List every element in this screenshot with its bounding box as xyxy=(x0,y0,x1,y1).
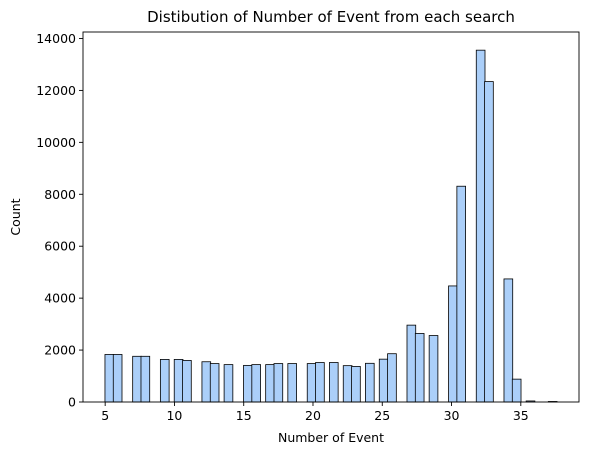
y-axis-label: Count xyxy=(8,198,23,235)
x-axis-label: Number of Event xyxy=(278,430,384,445)
x-tick-label: 30 xyxy=(444,408,460,423)
bar xyxy=(365,362,375,403)
bar xyxy=(511,378,522,403)
bar xyxy=(287,363,297,403)
y-tick-label: 10000 xyxy=(36,135,76,150)
bar xyxy=(201,361,212,403)
y-axis: 0 2000 4000 6000 8000 10000 12000 14000 xyxy=(36,31,83,410)
x-tick-label: 20 xyxy=(305,408,321,423)
plot-frame xyxy=(82,31,580,403)
bar xyxy=(243,364,253,403)
bar xyxy=(428,335,439,403)
x-axis: 5 10 15 20 25 30 35 xyxy=(101,402,529,423)
bar xyxy=(265,364,275,403)
bar xyxy=(315,362,325,403)
bar xyxy=(173,359,184,403)
x-tick-label: 5 xyxy=(101,408,109,423)
bar xyxy=(159,359,170,403)
bar xyxy=(140,355,151,403)
x-tick-label: 25 xyxy=(374,408,390,423)
bar xyxy=(112,354,123,403)
bar xyxy=(329,362,339,403)
chart-title: Distibution of Number of Event from each… xyxy=(147,8,515,26)
x-tick-label: 15 xyxy=(236,408,252,423)
bar xyxy=(132,355,142,403)
bar xyxy=(273,363,284,403)
bar xyxy=(182,360,192,403)
bar xyxy=(223,364,234,403)
bars xyxy=(104,49,558,403)
y-tick-label: 12000 xyxy=(36,83,76,98)
bar xyxy=(475,49,486,403)
y-tick-label: 6000 xyxy=(44,239,76,254)
y-tick-label: 4000 xyxy=(44,291,76,306)
bar xyxy=(456,185,466,403)
bar xyxy=(342,365,353,403)
bar xyxy=(406,324,417,403)
bar xyxy=(378,358,389,403)
bar xyxy=(484,81,494,403)
bar xyxy=(351,366,361,403)
y-tick-label: 0 xyxy=(68,395,76,410)
y-tick-label: 2000 xyxy=(44,343,76,358)
bar xyxy=(387,353,397,403)
bar xyxy=(251,364,261,403)
bar xyxy=(414,333,425,403)
x-tick-label: 35 xyxy=(513,408,529,423)
y-tick-label: 14000 xyxy=(36,31,76,46)
x-tick-label: 10 xyxy=(166,408,182,423)
bar xyxy=(104,354,115,403)
bar xyxy=(209,363,220,403)
bar xyxy=(306,363,317,403)
y-tick-label: 8000 xyxy=(44,187,76,202)
bar xyxy=(448,285,458,403)
bar xyxy=(503,278,514,403)
